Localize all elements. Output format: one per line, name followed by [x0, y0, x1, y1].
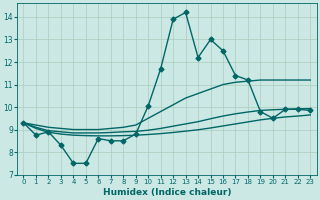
- X-axis label: Humidex (Indice chaleur): Humidex (Indice chaleur): [103, 188, 231, 197]
